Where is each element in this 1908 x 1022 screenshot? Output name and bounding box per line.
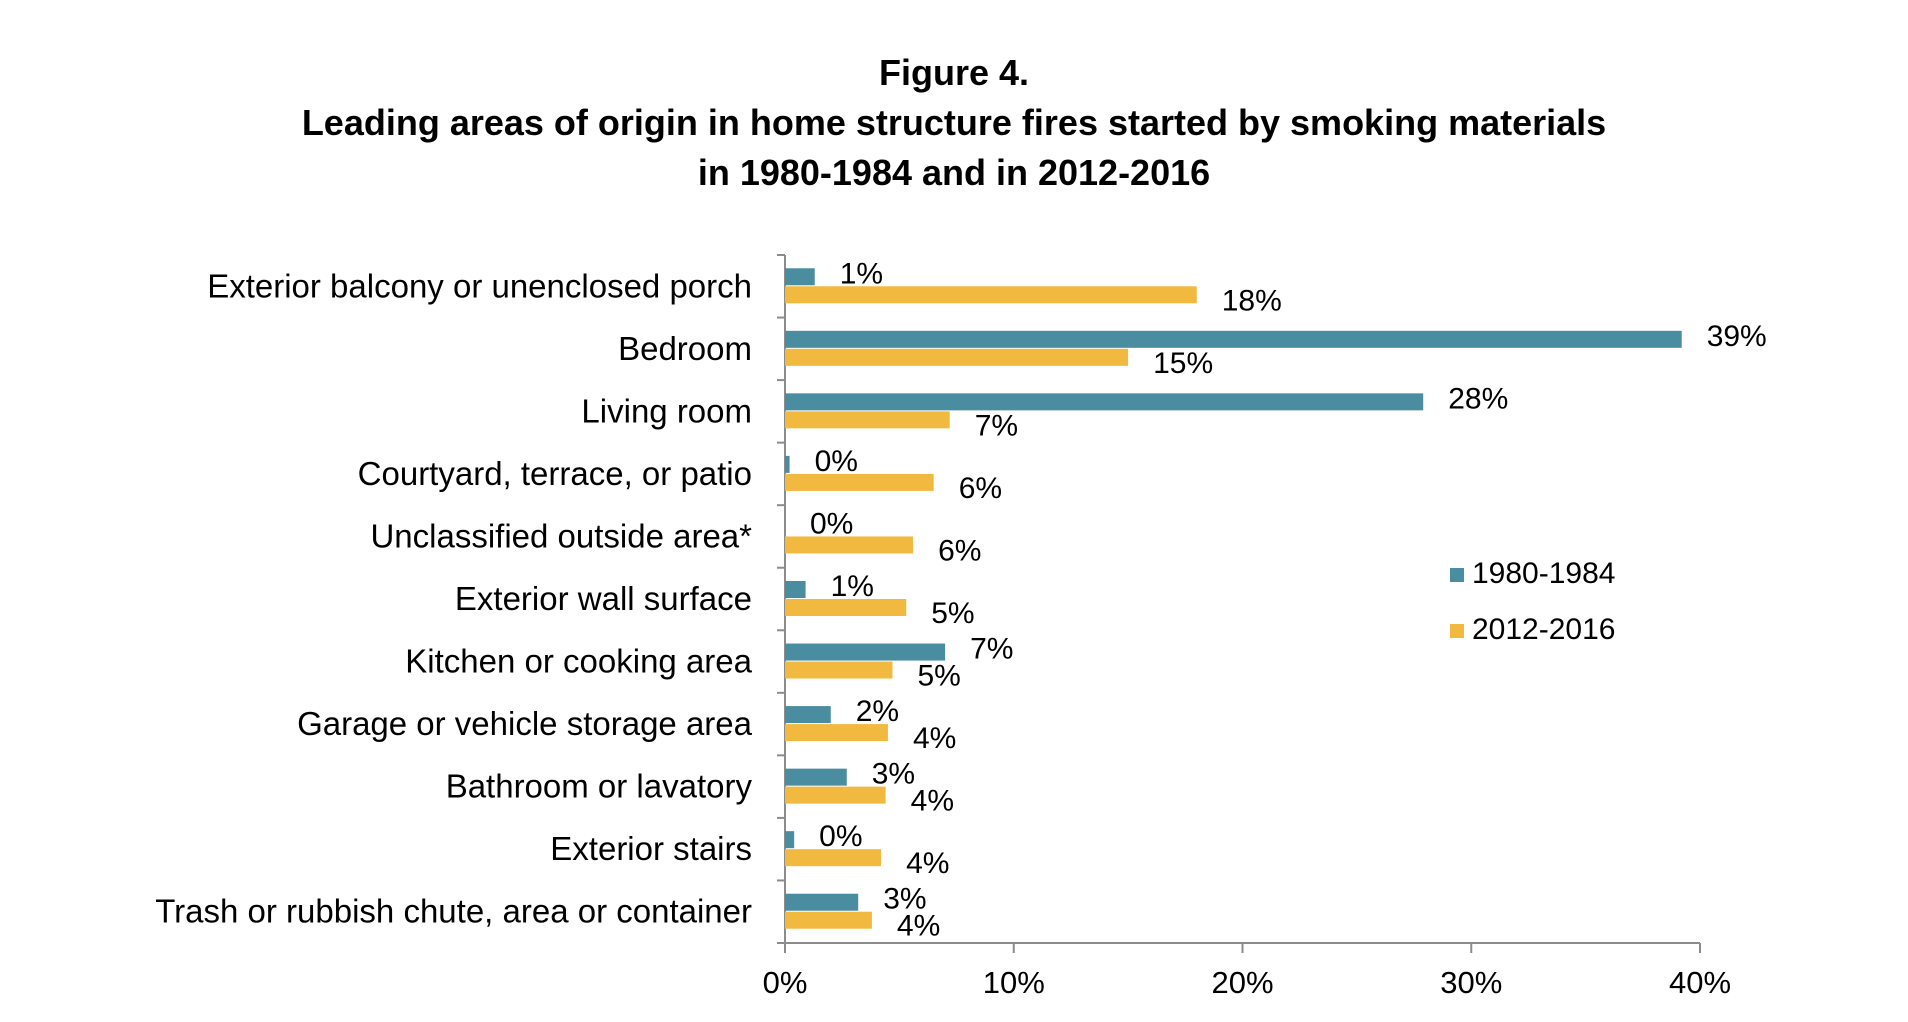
bar-2012-2016 [785,849,882,867]
data-label-2012-2016: 4% [906,847,949,880]
category-label: Garage or vehicle storage area [297,705,753,742]
category-label: Exterior wall surface [455,580,752,617]
bar-2012-2016 [785,786,886,804]
bar-2012-2016 [785,599,907,616]
data-label-1980-1984: 28% [1448,382,1508,415]
data-label-2012-2016: 5% [931,597,974,630]
legend-label: 2012-2016 [1472,613,1615,646]
bar-2012-2016 [785,724,888,742]
bar-1980-1984 [785,768,847,786]
bar-1980-1984 [785,893,859,911]
data-label-1980-1984: 0% [810,507,853,540]
bar-1980-1984 [785,581,806,598]
bar-1980-1984 [785,393,1424,411]
x-tick-label: 10% [983,965,1045,1000]
bar-2012-2016 [785,286,1197,304]
category-label: Courtyard, terrace, or patio [358,455,752,492]
data-label-2012-2016: 4% [913,722,956,755]
bar-2012-2016 [785,911,872,929]
data-label-1980-1984: 1% [831,570,874,603]
category-label: Unclassified outside area* [370,517,752,554]
chart-title-line-3: in 1980-1984 and in 2012-2016 [697,152,1211,193]
bar-1980-1984 [785,330,1682,348]
data-label-2012-2016: 5% [918,660,961,693]
data-label-1980-1984: 3% [872,758,915,791]
bar-1980-1984 [785,831,795,849]
x-tick-label: 40% [1669,965,1731,1000]
bar-2012-2016 [785,348,1129,366]
chart-title: Figure 4. Leading areas of origin in hom… [0,48,1908,198]
chart-title-line-2: Leading areas of origin in home structur… [301,102,1607,143]
data-label-2012-2016: 18% [1222,284,1282,317]
category-label: Trash or rubbish chute, area or containe… [155,893,752,930]
bar-1980-1984 [785,643,946,661]
data-label-2012-2016: 4% [897,910,940,943]
legend-swatch [1450,624,1464,638]
bar-2012-2016 [785,661,893,679]
bar-1980-1984 [785,455,790,473]
chart-title-line-1: Figure 4. [878,52,1030,93]
bar-2012-2016 [785,473,934,491]
category-label: Bathroom or lavatory [446,768,753,805]
legend-swatch [1450,568,1464,582]
data-label-2012-2016: 6% [938,534,981,567]
category-label: Living room [581,392,752,429]
category-label: Exterior stairs [550,830,752,867]
legend-label: 1980-1984 [1472,557,1615,590]
data-label-2012-2016: 4% [911,785,954,818]
x-tick-label: 0% [763,965,808,1000]
bar-2012-2016 [785,411,950,429]
data-label-1980-1984: 0% [815,445,858,478]
bar-1980-1984 [785,706,831,724]
data-label-1980-1984: 1% [840,257,883,290]
x-tick-label: 20% [1211,965,1273,1000]
data-label-1980-1984: 39% [1707,320,1767,353]
category-label: Exterior balcony or unenclosed porch [207,267,752,304]
category-label: Bedroom [618,330,752,367]
data-label-1980-1984: 2% [856,695,899,728]
category-label: Kitchen or cooking area [405,643,752,680]
data-label-2012-2016: 15% [1153,347,1213,380]
bar-1980-1984 [785,268,815,286]
data-label-1980-1984: 7% [970,633,1013,666]
data-label-1980-1984: 0% [819,820,862,853]
data-label-2012-2016: 6% [959,472,1002,505]
data-label-2012-2016: 7% [975,409,1018,442]
x-tick-label: 30% [1440,965,1502,1000]
bar-2012-2016 [785,536,914,554]
data-label-1980-1984: 3% [883,883,926,916]
